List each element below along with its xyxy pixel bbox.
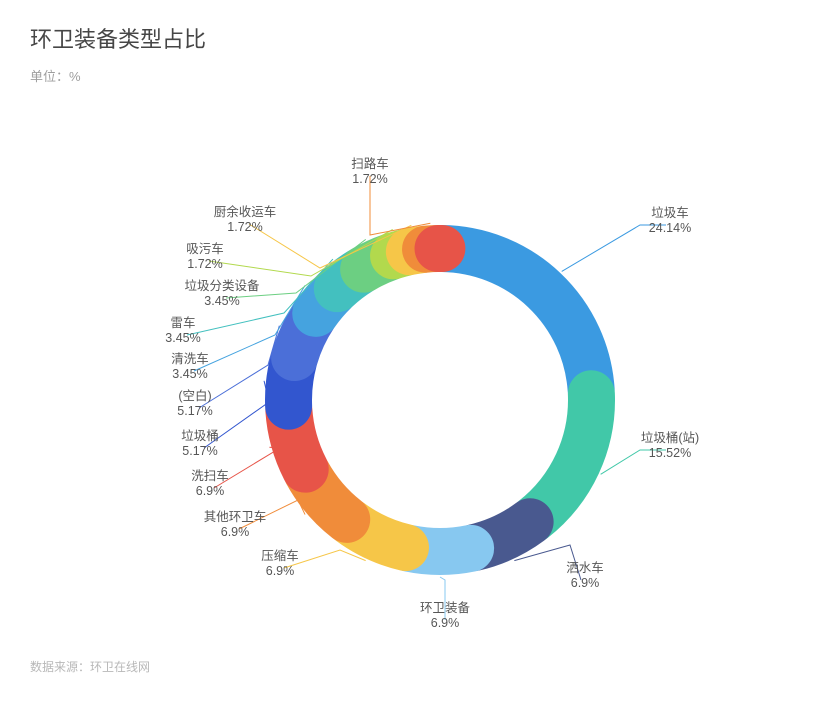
segment-label-name: 洒水车 [566,560,604,575]
segment-label-value: 6.9% [571,576,600,590]
segment-label-value: 6.9% [431,616,460,630]
segment-label-name: (空白) [178,388,211,403]
donut-segment [533,394,591,520]
segment-label-value: 1.72% [227,220,262,234]
segment-label-name: 垃圾分类设备 [184,278,260,293]
segment-label-name: 清洗车 [171,351,209,366]
segment-label-name: 垃圾车 [651,205,689,220]
segment-label-value: 3.45% [165,331,200,345]
segment-label-name: 洗扫车 [191,468,229,483]
segment-label-name: 雷车 [170,315,195,330]
segment-label-value: 5.17% [177,404,212,418]
segment-label-value: 1.72% [352,172,387,186]
segment-label-name: 扫路车 [351,156,389,171]
segment-label-name: 垃圾桶 [181,428,219,443]
segment-label-name: 厨余收运车 [214,204,277,219]
segment-label-name: 垃圾桶(站) [641,430,699,445]
donut-chart: 垃圾车24.14%垃圾桶(站)15.52%洒水车6.9%环卫装备6.9%压缩车6… [0,0,829,705]
segment-label-name: 吸污车 [186,241,224,256]
segment-label-value: 5.17% [182,444,217,458]
segment-label-value: 6.9% [266,564,295,578]
segment-label-name: 环卫装备 [420,601,471,615]
segment-label-name: 其他环卫车 [204,509,267,524]
donut-segment [442,249,591,390]
segment-label-value: 3.45% [172,367,207,381]
segment-label-value: 1.72% [187,257,222,271]
segment-label-value: 6.9% [221,525,250,539]
segment-label-value: 3.45% [204,294,239,308]
segment-label-value: 24.14% [649,221,691,235]
segment-label-value: 6.9% [196,484,225,498]
segment-label-name: 压缩车 [261,548,299,563]
segment-label-value: 15.52% [649,446,691,460]
